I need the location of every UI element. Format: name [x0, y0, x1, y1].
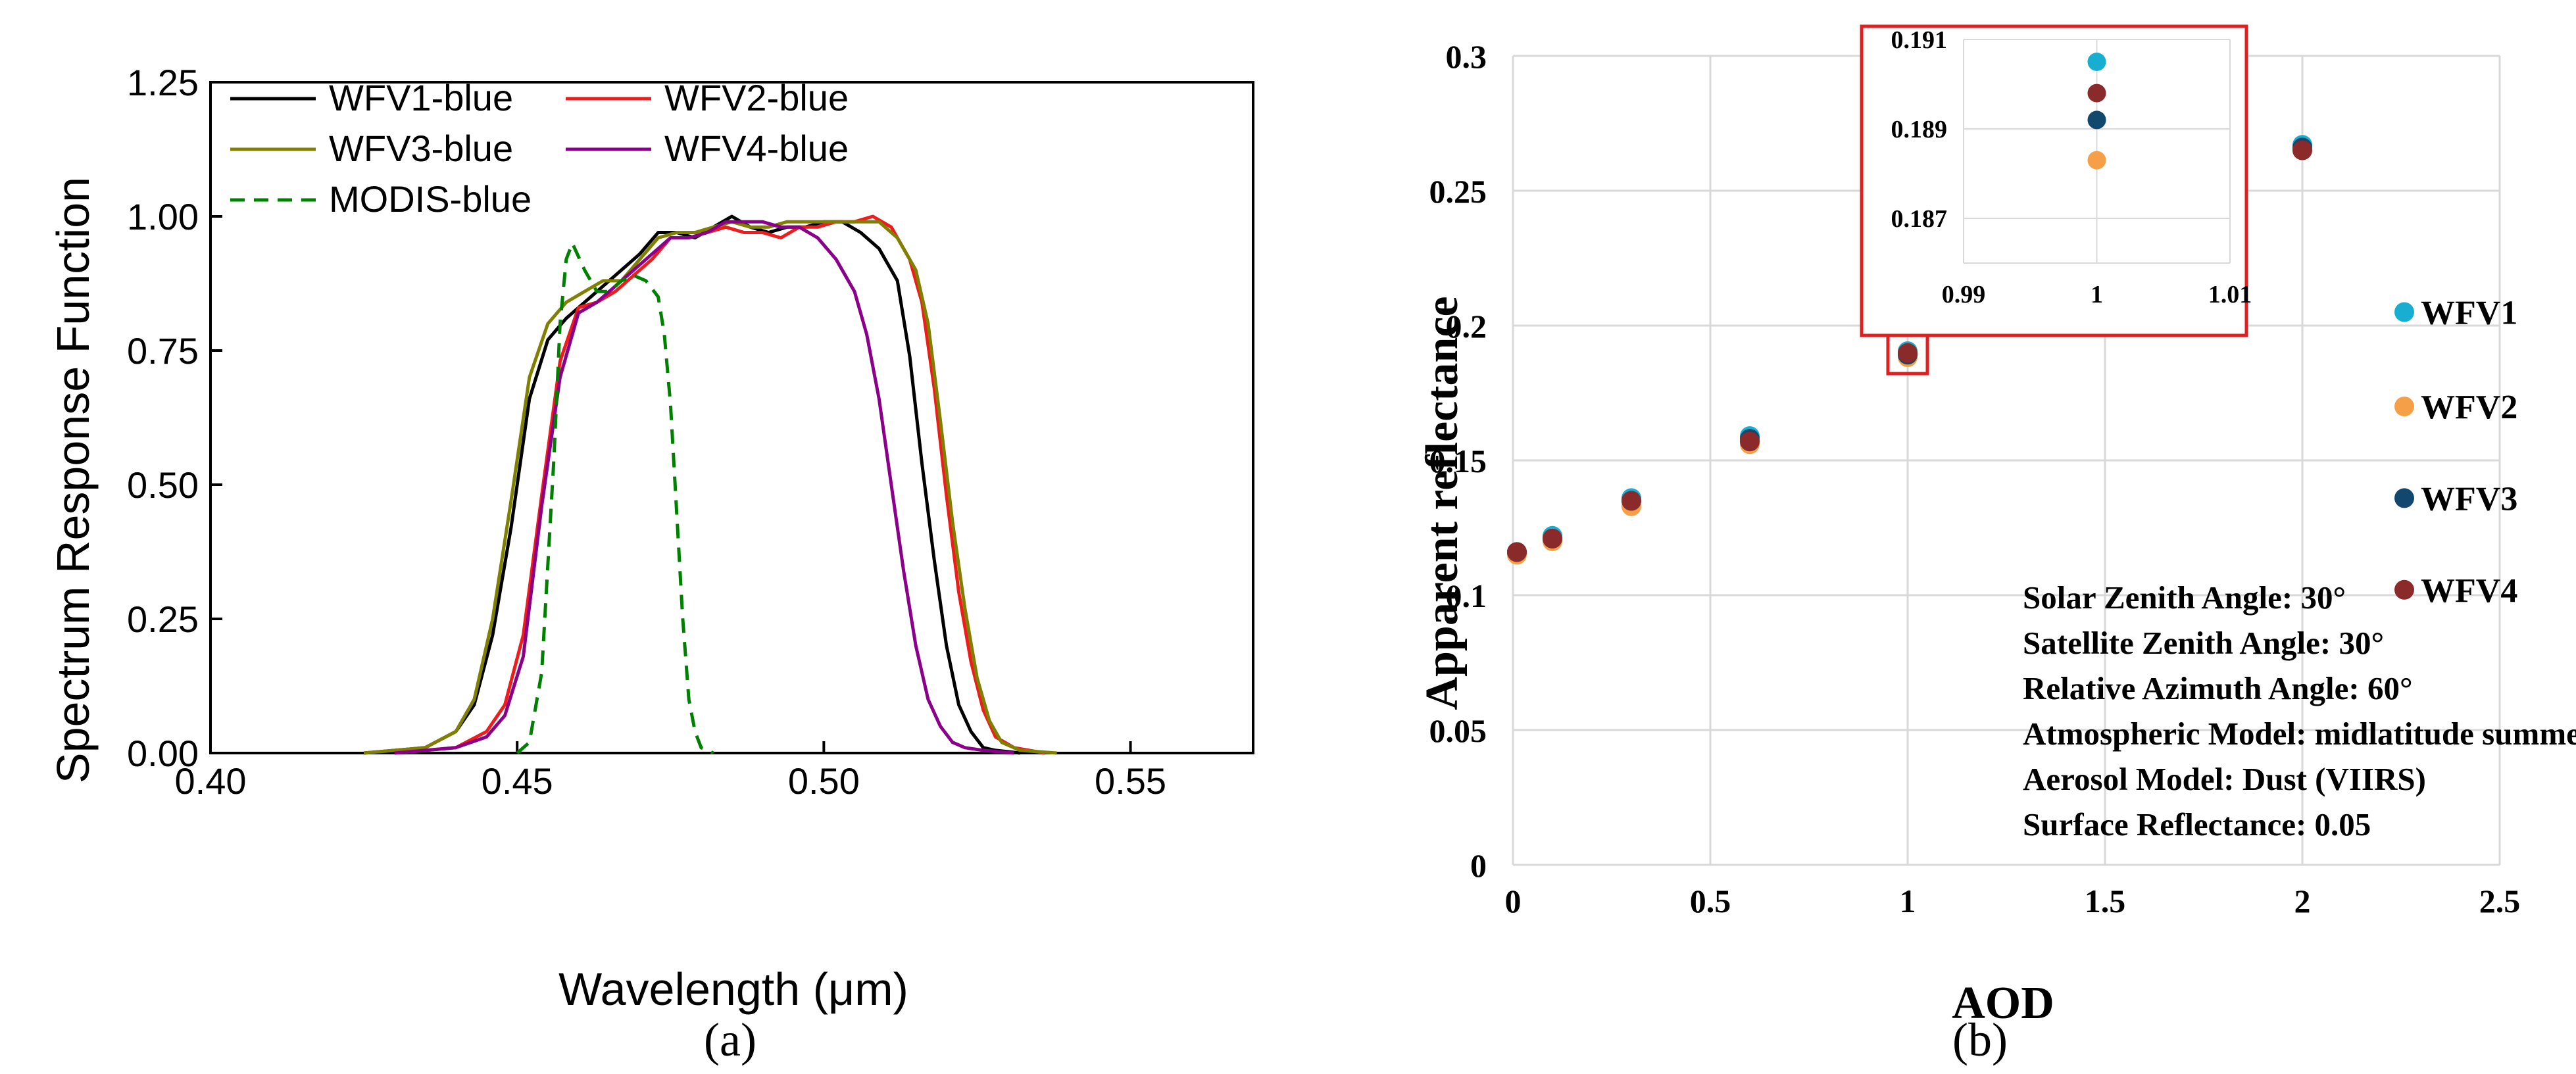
chart-b-x-tick-label: 1.5 [2085, 883, 2126, 919]
chart-b-x-tick-label: 0.5 [1690, 883, 1731, 919]
chart-b-legend-marker [2394, 397, 2414, 416]
inset-x-tick-label: 0.99 [1942, 281, 1986, 308]
caption-b: (b) [1952, 1013, 2008, 1066]
chart-b-y-tick-label: 0.05 [1429, 712, 1487, 749]
chart-a-x-tick-label: 0.55 [1095, 760, 1166, 802]
chart-b-annotations: Solar Zenith Angle: 30° Satellite Zenith … [2023, 579, 2576, 842]
chart-b-x-tick-label: 2.5 [2479, 883, 2521, 919]
chart-b-apparent-reflectance: 0 0.05 0.1 0.15 0.2 0.25 0.3 0 0.5 1 1.5 2 2.5 AOD A… [1417, 24, 2576, 1029]
chart-a-y-tick-label: 0.00 [127, 733, 199, 774]
chart-b-inset: 0.99 1 1.01 0.187 0.189 0.191 [1860, 24, 2252, 337]
chart-a-legend-label: WFV2-blue [664, 77, 849, 118]
chart-b-legend-marker [2394, 579, 2414, 600]
chart-a-y-tick-label: 1.00 [127, 196, 199, 237]
chart-b-legend-marker [2394, 488, 2414, 508]
inset-y-tick-label: 0.189 [1891, 116, 1948, 143]
chart-b-annotation-line: Surface Reflectance: 0.05 [2023, 806, 2371, 842]
chart-a-x-axis-label: Wavelength (μm) [558, 964, 908, 1015]
chart-b-legend-label: WFV2 [2421, 389, 2517, 426]
chart-a-axes [209, 81, 1254, 754]
caption-a: (a) [704, 1013, 756, 1066]
chart-b-legend-marker [2394, 302, 2414, 322]
chart-a-series-wfv3-blue [363, 220, 1057, 755]
chart-a-legend-label: WFV3-blue [329, 128, 513, 169]
chart-b-legend-label: WFV4 [2421, 572, 2517, 610]
chart-a-x-tick-label: 0.40 [175, 760, 247, 802]
chart-b-x-tick-label: 2 [2294, 883, 2311, 919]
chart-b-y-tick-label: 0.3 [1446, 38, 1487, 75]
chart-b-annotation-line: Solar Zenith Angle: 30° [2023, 579, 2346, 616]
inset-frame [1860, 24, 2248, 337]
inset-point-wfv4 [2087, 84, 2106, 103]
chart-b-point-wfv4 [1898, 343, 1918, 363]
chart-b-y-axis-label: Apparent reflectance [1417, 296, 1468, 710]
chart-b-annotation-line: Aerosol Model: Dust (VIIRS) [2023, 761, 2426, 797]
chart-a-tick-labels: 0.40 0.45 0.50 0.55 0.00 0.25 0.50 0.75 1.00 1.25 [127, 62, 1166, 802]
chart-a-y-tick-label: 0.25 [127, 598, 199, 640]
chart-b-legend-label: WFV3 [2421, 480, 2517, 518]
chart-a-y-tick-label: 0.50 [127, 464, 199, 506]
inset-x-tick-label: 1 [2091, 281, 2103, 308]
chart-b-x-axis-label: AOD [1952, 978, 2054, 1029]
chart-b-y-tick-label: 0 [1470, 847, 1487, 884]
chart-b-y-tick-label: 0.15 [1429, 443, 1487, 479]
inset-point-wfv3 [2087, 110, 2106, 130]
chart-a-plot-frame [209, 81, 1254, 754]
inset-y-tick-label: 0.191 [1891, 26, 1948, 54]
chart-a-legend-label: MODIS-blue [329, 178, 532, 220]
chart-b-x-tick-label: 0 [1505, 883, 1522, 919]
chart-b-annotation-line: Atmospheric Model: midlatitude summer (6… [2023, 716, 2576, 752]
chart-b-y-tick-label: 0.2 [1446, 308, 1487, 345]
chart-b-point-wfv4 [1740, 431, 1760, 452]
inset-x-tick-label: 1.01 [2208, 281, 2252, 308]
chart-a-series-wfv4-blue [394, 220, 1014, 755]
chart-a-y-tick-label: 1.25 [127, 62, 199, 103]
chart-a-spectral-response: 0.40 0.45 0.50 0.55 0.00 0.25 0.50 0.75 1.00 1.25… [47, 62, 1254, 1015]
chart-b-point-wfv4 [1507, 542, 1527, 562]
chart-a-y-axis-label: Spectrum Response Function [47, 177, 99, 783]
chart-a-x-tick-label: 0.50 [788, 760, 860, 802]
chart-a-series [363, 214, 1057, 755]
chart-a-legend-label: WFV1-blue [329, 77, 513, 118]
chart-b-point-wfv4 [1622, 491, 1641, 511]
chart-a-series-wfv2-blue [394, 214, 1045, 755]
chart-b-tick-labels: 0 0.05 0.1 0.15 0.2 0.25 0.3 0 0.5 1 1.5 2 2.5 [1429, 38, 2521, 919]
chart-b-annotation-line: Relative Azimuth Angle: 60° [2023, 670, 2413, 706]
chart-a-legend: WFV1-blue WFV2-blue WFV3-blue WFV4-blue MODI… [230, 77, 849, 220]
chart-b-legend-label: WFV1 [2421, 295, 2517, 332]
inset-point-wfv1 [2087, 53, 2106, 71]
chart-b-legend: WFV1 WFV2 WFV3 WFV4 [2394, 295, 2517, 610]
chart-a-series-modis-blue [516, 241, 714, 755]
chart-b-y-tick-label: 0.25 [1429, 173, 1487, 210]
chart-b-point-wfv4 [1543, 528, 1562, 549]
chart-a-y-tick-label: 0.75 [127, 330, 199, 372]
inset-point-wfv2 [2087, 151, 2106, 170]
chart-b-annotation-line: Satellite Zenith Angle: 30° [2023, 625, 2384, 661]
chart-b-x-tick-label: 1 [1900, 883, 1916, 919]
chart-a-legend-label: WFV4-blue [664, 128, 849, 169]
chart-b-point-wfv4 [2292, 140, 2312, 160]
chart-b-y-tick-label: 0.1 [1446, 577, 1487, 614]
inset-y-tick-label: 0.187 [1891, 205, 1948, 233]
chart-a-x-tick-label: 0.45 [482, 760, 553, 802]
